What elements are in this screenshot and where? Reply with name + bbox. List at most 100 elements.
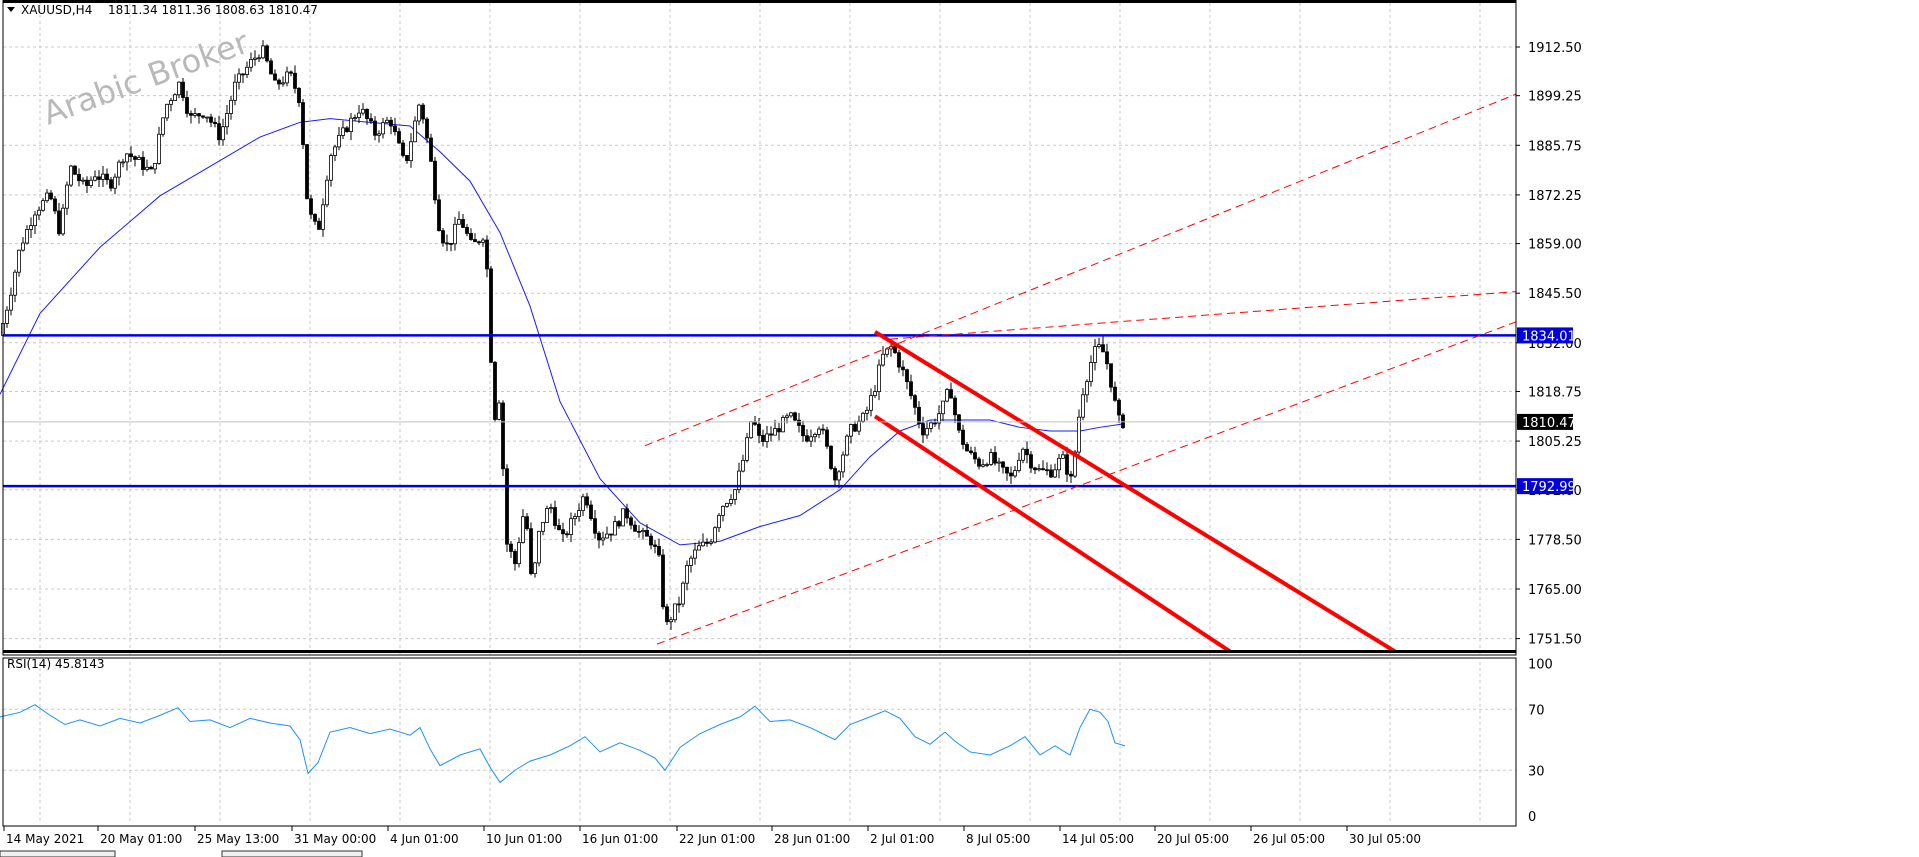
- candle-body: [961, 429, 965, 445]
- price-tick-label: 1805.25: [1528, 435, 1582, 450]
- candle-body: [257, 57, 261, 60]
- menu-triangle-icon[interactable]: [7, 7, 15, 12]
- candle-body: [637, 530, 641, 533]
- candle-body: [233, 81, 237, 101]
- bottom-border: [3, 650, 1516, 653]
- candle-body: [481, 239, 485, 243]
- candle-body: [669, 619, 673, 623]
- candle-body: [457, 219, 461, 225]
- candle-body: [865, 409, 869, 414]
- candle-body: [385, 119, 389, 124]
- candle-body: [5, 309, 9, 324]
- candle-body: [1017, 459, 1021, 471]
- candle-body: [957, 414, 961, 431]
- candle-body: [353, 117, 357, 120]
- candle-body: [149, 166, 153, 170]
- candle-body: [293, 72, 297, 89]
- candle-body: [973, 452, 977, 460]
- candle-body: [329, 155, 333, 181]
- candle-body: [901, 366, 905, 371]
- candle-body: [833, 468, 837, 481]
- candle-body: [737, 470, 741, 491]
- candle-body: [645, 530, 649, 537]
- candle-body: [81, 179, 85, 182]
- candle-body: [493, 361, 497, 420]
- candle-body: [401, 142, 405, 156]
- candle-body: [841, 454, 845, 473]
- candle-body: [893, 346, 897, 354]
- trend-line-lower-channel: [656, 321, 1516, 645]
- candle-body: [437, 199, 441, 232]
- candle-body: [309, 198, 313, 215]
- candle-body: [837, 471, 841, 481]
- trend-lines[interactable]: [3, 93, 1519, 654]
- candle-body: [577, 510, 581, 517]
- candle-body: [745, 437, 749, 461]
- candle-body: [1061, 454, 1065, 459]
- horizontal-levels[interactable]: [3, 334, 1516, 488]
- rsi-tick-label: 70: [1528, 703, 1545, 718]
- candle-body: [813, 433, 817, 438]
- candle-body: [765, 433, 769, 442]
- candle-body: [409, 141, 413, 162]
- current-price-tag-label: 1810.47: [1522, 416, 1576, 431]
- candle-body: [1121, 414, 1125, 429]
- bottom-tabs[interactable]: [0, 850, 363, 857]
- candle-body: [413, 120, 417, 143]
- time-tick-label: 14 Jul 05:00: [1062, 832, 1134, 846]
- rsi-panel[interactable]: [0, 704, 1126, 784]
- candle-body: [29, 225, 33, 230]
- candle-body: [541, 522, 545, 532]
- candle-body: [201, 115, 205, 118]
- candle-body: [705, 541, 709, 544]
- candle-body: [301, 102, 305, 145]
- candle-body: [381, 122, 385, 135]
- candle-body: [677, 603, 681, 606]
- candle-body: [641, 530, 645, 533]
- candle-body: [829, 445, 833, 469]
- price-tick-label: 1845.50: [1528, 287, 1582, 302]
- candle-body: [609, 533, 613, 536]
- rsi-series-line: [0, 704, 1126, 784]
- candle-body: [85, 179, 89, 186]
- candle-body: [1101, 344, 1105, 353]
- candle-body: [121, 161, 125, 164]
- candle-body: [1029, 454, 1033, 469]
- time-axis: 14 May 2021 20 May 01:00 25 May 13:00 31 Ma…: [2, 657, 1517, 846]
- level-price-tag: [1517, 327, 1573, 344]
- candle-body: [37, 209, 41, 216]
- candle-body: [989, 452, 993, 465]
- candle-body: [497, 402, 501, 420]
- candle-body: [333, 146, 337, 156]
- candle-body: [685, 565, 689, 584]
- candle-body: [717, 514, 721, 529]
- candle-body: [601, 537, 605, 541]
- candle-body: [773, 428, 777, 436]
- candle-body: [1001, 461, 1005, 468]
- candle-body: [697, 545, 701, 551]
- candle-body: [305, 144, 309, 200]
- tab-2[interactable]: [221, 850, 363, 857]
- candle-body: [237, 73, 241, 83]
- candle-body: [485, 239, 489, 270]
- candle-body: [289, 71, 293, 74]
- candle-body: [341, 127, 345, 136]
- trend-line-middle-channel: [889, 291, 1516, 340]
- candle-body: [521, 516, 525, 544]
- candle-body: [993, 452, 997, 464]
- candle-body: [849, 424, 853, 437]
- candle-body: [597, 532, 601, 541]
- candle-body: [69, 165, 73, 186]
- candle-body: [757, 423, 761, 436]
- candle-body: [1057, 457, 1061, 471]
- candle-body: [789, 412, 793, 417]
- candle-body: [653, 544, 657, 547]
- candle-body: [253, 57, 257, 60]
- candle-body: [349, 117, 353, 133]
- candle-body: [585, 496, 589, 506]
- candle-body: [393, 125, 397, 132]
- moving-average-line: [0, 118, 1126, 546]
- candle-body: [1085, 381, 1089, 396]
- tab-1[interactable]: [0, 850, 116, 857]
